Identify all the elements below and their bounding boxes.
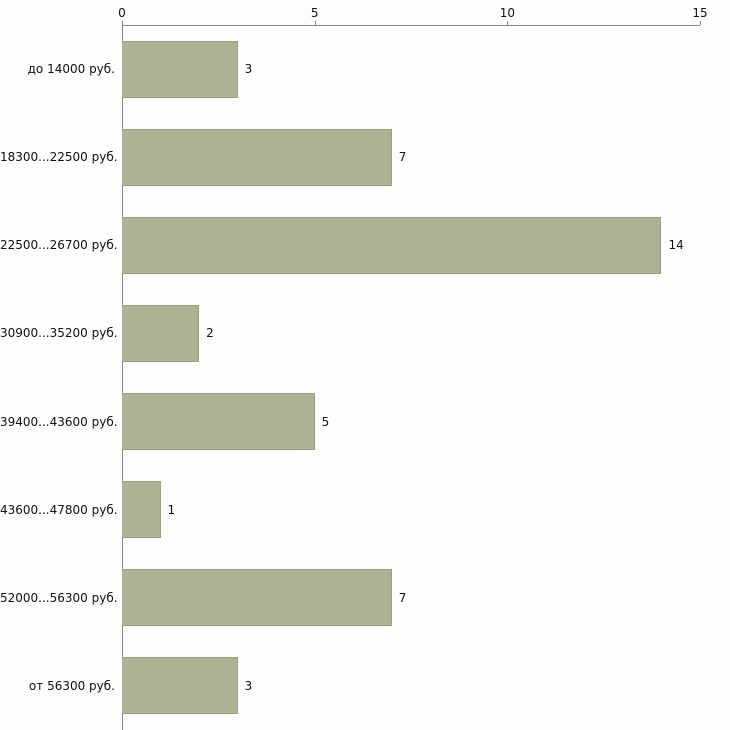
bar — [122, 569, 392, 627]
bar — [122, 216, 662, 274]
chart-row: 18300...22500 руб. 7 — [0, 113, 730, 201]
bar — [122, 657, 238, 715]
chart-row: 43600...47800 руб. 1 — [0, 466, 730, 554]
category-label: до 14000 руб. — [27, 62, 115, 77]
x-axis: 0 5 10 15 — [118, 0, 708, 25]
x-tick — [507, 21, 509, 25]
chart-row: 39400...43600 руб. 5 — [0, 378, 730, 466]
category-label: 43600...47800 руб. — [0, 502, 118, 517]
value-label: 7 — [398, 590, 407, 605]
bar — [122, 40, 238, 98]
category-label: 30900...35200 руб. — [0, 326, 118, 341]
value-label: 3 — [244, 678, 253, 693]
y-axis-line — [122, 25, 123, 730]
value-label: 2 — [206, 326, 214, 341]
bar-track: 3 — [122, 25, 700, 113]
bar — [122, 128, 392, 186]
value-label: 3 — [244, 62, 253, 77]
x-tick — [122, 21, 123, 25]
bar-track: 14 — [122, 201, 700, 289]
bar — [122, 393, 315, 451]
bar-track: 2 — [122, 289, 700, 377]
chart-rows: до 14000 руб. 3 18300...22500 руб. 7 22500..… — [0, 25, 730, 730]
bar-track: 7 — [122, 554, 700, 642]
x-tick-label: 5 — [310, 6, 319, 20]
chart-row: 30900...35200 руб. 2 — [0, 289, 730, 377]
category-label: от 56300 руб. — [28, 678, 115, 693]
chart-row: 52000...56300 руб. 7 — [0, 554, 730, 642]
value-label: 14 — [668, 238, 684, 253]
bar — [122, 304, 200, 362]
x-tick-label: 15 — [692, 6, 708, 20]
x-tick-label: 0 — [118, 6, 126, 20]
category-label: 39400...43600 руб. — [0, 414, 118, 429]
x-tick — [314, 21, 316, 25]
category-label: 52000...56300 руб. — [0, 590, 118, 605]
x-tick — [700, 21, 701, 25]
bar-track: 3 — [122, 642, 700, 730]
value-label: 7 — [398, 150, 407, 165]
value-label: 1 — [167, 502, 176, 517]
category-label: 18300...22500 руб. — [0, 150, 118, 165]
category-label: 22500...26700 руб. — [0, 238, 118, 253]
chart-row: от 56300 руб. 3 — [0, 642, 730, 730]
bar-track: 5 — [122, 378, 700, 466]
bar-track: 7 — [122, 113, 700, 201]
bar-track: 1 — [122, 466, 700, 554]
chart-row: 22500...26700 руб. 14 — [0, 201, 730, 289]
bar — [122, 481, 161, 539]
x-axis-line — [122, 25, 700, 26]
x-tick-label: 10 — [499, 6, 515, 20]
value-label: 5 — [321, 414, 330, 429]
chart-row: до 14000 руб. 3 — [0, 25, 730, 113]
